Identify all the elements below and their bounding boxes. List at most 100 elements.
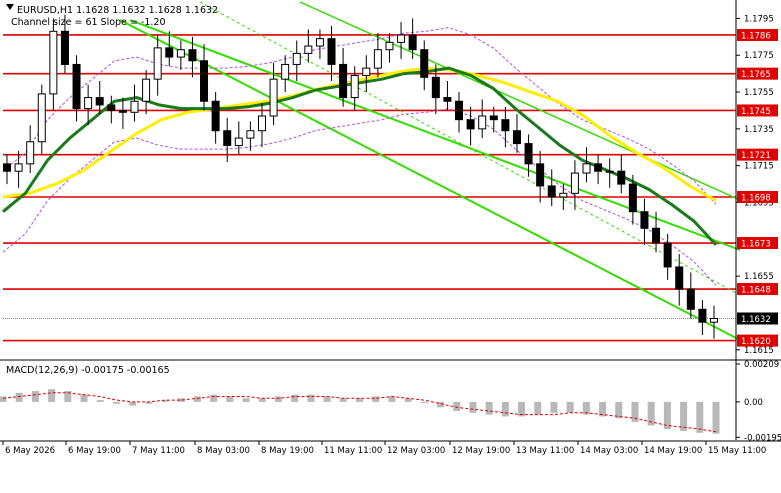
candle-body — [686, 288, 695, 310]
macd-histogram-bar — [420, 401, 428, 403]
candle-body — [60, 30, 69, 65]
macd-histogram-bar — [323, 396, 331, 402]
level-tag-label: 1.1698 — [741, 193, 771, 203]
level-tag — [737, 334, 778, 347]
level-tag-label: 1.1721 — [741, 151, 771, 161]
macd-histogram-bar — [485, 401, 493, 415]
candle-body — [37, 93, 46, 143]
macd-histogram-bar — [64, 391, 72, 402]
macd-histogram-bar — [145, 401, 153, 404]
candle-body — [652, 227, 661, 244]
candle-body — [165, 47, 174, 58]
candle-body — [350, 74, 359, 99]
macd-histogram-bar — [129, 401, 137, 406]
time-tick-label: 11 May 11:00 — [324, 446, 382, 456]
candle-body — [211, 100, 220, 132]
macd-layer: 0.00209 0.00 -0.00195 — [0, 360, 781, 443]
macd-histogram-bar — [96, 400, 104, 402]
macd-tick-label: -0.00195 — [744, 433, 781, 443]
overlay-layer — [2, 1, 741, 341]
candle-body — [107, 104, 116, 111]
level-tag-label: 1.1620 — [741, 337, 771, 347]
time-tick-label: 14 May 03:00 — [580, 446, 638, 456]
channel-mid-line — [199, 1, 741, 296]
level-tag-label: 1.1765 — [741, 70, 771, 80]
candle-body — [200, 60, 209, 102]
macd-histogram-bar — [453, 401, 461, 411]
current-price-tag — [737, 312, 778, 325]
macd-histogram-bar — [388, 396, 396, 402]
candle-body — [130, 100, 139, 113]
candle-body — [628, 183, 637, 213]
candle-body — [362, 67, 371, 76]
macd-histogram-bar — [112, 401, 120, 404]
candle-body — [373, 49, 382, 69]
price-tick-label: 1.1795 — [744, 14, 774, 24]
macd-histogram-bar — [518, 401, 526, 417]
time-tick-label: 12 May 03:00 — [387, 446, 445, 456]
channel-lower-line — [119, 19, 741, 341]
price-tick-label: 1.1715 — [744, 162, 774, 172]
time-tick-label: 8 May 03:00 — [197, 446, 250, 456]
current-price-label: 1.1632 — [741, 315, 771, 325]
channel-top-line — [299, 1, 741, 201]
candle-body — [14, 163, 23, 172]
macd-histogram-bar — [372, 396, 380, 402]
price-tick-label: 1.1755 — [744, 88, 774, 98]
candle-body — [223, 130, 232, 146]
macd-signal-line — [2, 392, 717, 433]
time-tick-label: 6 May 19:00 — [68, 446, 121, 456]
price-tick-label: 1.1735 — [744, 125, 774, 135]
candle-body — [408, 34, 417, 51]
macd-histogram-bar — [534, 401, 542, 415]
candle-body — [443, 97, 452, 102]
time-tick-label: 14 May 19:00 — [644, 446, 702, 456]
envelope-lower — [2, 108, 717, 286]
candles-layer — [3, 14, 718, 339]
macd-histogram-bar — [339, 398, 347, 402]
candle-body — [455, 100, 464, 121]
candle-body — [339, 63, 348, 99]
candle-body — [176, 49, 185, 58]
macd-histogram-bar — [663, 401, 671, 430]
candle-body — [3, 163, 11, 172]
level-tag-label: 1.1673 — [741, 240, 771, 250]
collapse-arrow-icon[interactable] — [6, 4, 14, 10]
macd-histogram-bar — [258, 398, 266, 402]
macd-histogram-bar — [550, 401, 558, 413]
candle-body — [663, 242, 672, 268]
candle-body — [153, 47, 162, 80]
time-tick-label: 12 May 19:00 — [452, 446, 510, 456]
channel-upper-line — [129, 19, 741, 251]
level-tag — [737, 28, 778, 41]
candle-body — [605, 170, 614, 173]
macd-tick-label: 0.00209 — [744, 360, 779, 370]
level-tag-label: 1.1745 — [741, 107, 771, 117]
macd-histogram-bar — [274, 396, 282, 402]
candle-body — [385, 41, 394, 51]
labels-layer: 1.1786 1.1765 1.1745 1.1721 1.1698 1.1673 1.16… — [737, 28, 778, 347]
macd-title: MACD(12,26,9) -0.00175 -0.00165 — [6, 365, 170, 376]
macd-histogram-bar — [680, 401, 688, 431]
symbol-header: EURUSD,H1 1.1628 1.1632 1.1628 1.1632 — [17, 5, 218, 16]
price-tick-label: 1.1655 — [744, 272, 774, 282]
time-tick-label: 6 May 2026 — [5, 446, 55, 456]
macd-histogram-bar — [404, 398, 412, 402]
price-tick-label: 1.1615 — [744, 346, 774, 356]
candle-body — [594, 163, 603, 172]
candle-body — [501, 119, 510, 132]
level-tag — [737, 104, 778, 117]
level-tag — [737, 283, 778, 296]
candle-body — [698, 308, 707, 323]
channel-info: Channel size = 61 Slope = -1.20 — [11, 17, 166, 28]
macd-histogram-bar — [647, 401, 655, 426]
candle-body — [234, 137, 243, 146]
time-tick-label: 7 May 11:00 — [132, 446, 185, 456]
candle-body — [466, 119, 475, 130]
candle-body — [710, 317, 718, 323]
macd-histogram-bar — [210, 394, 218, 402]
macd-histogram-bar — [80, 394, 88, 402]
level-tag-label: 1.1786 — [741, 31, 771, 41]
macd-histogram-bar — [242, 398, 250, 402]
